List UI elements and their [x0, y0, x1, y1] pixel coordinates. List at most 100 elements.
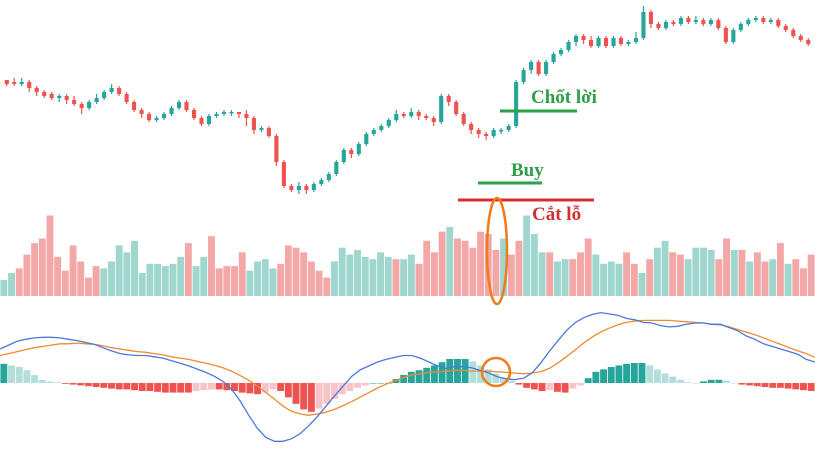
volume-bar: [423, 240, 431, 296]
histogram-bar: [784, 383, 792, 389]
candle-body: [693, 20, 698, 22]
histogram-bar: [584, 378, 592, 383]
candle-body: [79, 104, 84, 108]
histogram-bar: [607, 367, 615, 383]
volume-bar: [384, 256, 392, 296]
candle-body: [169, 108, 174, 114]
candle-body: [109, 88, 114, 92]
histogram-bar: [315, 383, 323, 409]
histogram-bar: [277, 383, 285, 391]
histogram-bar: [215, 383, 223, 390]
volume-bar: [123, 252, 131, 296]
histogram-bar: [123, 383, 131, 390]
volume-bar: [446, 227, 454, 296]
candle-body: [117, 88, 122, 94]
candle-body: [364, 134, 369, 144]
histogram-bar: [492, 373, 500, 383]
candle-body: [439, 96, 444, 122]
candle-body: [349, 150, 354, 154]
candle-body: [184, 102, 189, 110]
candle-body: [244, 114, 249, 118]
histogram-bar: [753, 383, 761, 387]
volume-bar: [161, 266, 169, 296]
histogram-bar: [630, 363, 638, 383]
histogram-bar: [38, 379, 46, 383]
candle-body: [596, 38, 601, 46]
volume-bar: [238, 252, 246, 296]
histogram-bar: [8, 365, 15, 383]
candle-body: [12, 82, 17, 84]
histogram-bar: [161, 383, 169, 393]
volume-bar: [707, 250, 715, 296]
volume-bar: [84, 277, 92, 296]
candle-body: [124, 94, 129, 102]
candle-body: [701, 20, 706, 24]
candle-body: [49, 94, 54, 98]
candle-body: [394, 114, 399, 120]
candle-body: [191, 110, 197, 118]
candle-body: [266, 128, 271, 136]
histogram-bar: [669, 376, 677, 383]
volume-bar: [577, 252, 584, 296]
volume-bar: [108, 261, 115, 296]
volume-bar: [430, 252, 438, 296]
histogram-bar: [723, 380, 731, 383]
volume-bar: [138, 273, 146, 296]
volume-bar: [354, 250, 361, 296]
volume-bar: [69, 245, 77, 296]
candle-body: [57, 96, 62, 98]
histogram-bar: [15, 367, 23, 383]
candle-body: [633, 38, 639, 42]
volume-bar: [807, 254, 815, 296]
histogram-bar: [407, 371, 415, 383]
histogram-bar: [331, 383, 338, 399]
candle-body: [304, 186, 309, 190]
histogram-bar: [500, 377, 508, 383]
volume-bar: [607, 261, 615, 296]
volume-bar: [177, 256, 185, 296]
histogram-bar: [115, 383, 123, 390]
volume-bar: [800, 268, 807, 296]
volume-bar: [769, 259, 777, 296]
histogram-bar: [31, 375, 39, 383]
candle-body: [371, 130, 376, 134]
histogram-bar: [730, 383, 738, 384]
candle-body: [588, 40, 594, 46]
volume-bar: [169, 263, 177, 296]
candle-body: [731, 30, 736, 42]
histogram-bar: [100, 383, 108, 388]
volume-bar: [569, 259, 577, 296]
histogram-bar: [207, 383, 215, 390]
histogram-bar: [54, 382, 62, 383]
volume-bar: [630, 263, 638, 296]
histogram-bar: [131, 383, 138, 391]
candle-body: [806, 40, 811, 44]
volume-bar: [792, 259, 800, 296]
candle-body: [663, 22, 668, 28]
histogram-bar: [300, 383, 308, 410]
histogram-bar: [0, 363, 8, 383]
histogram-bar: [231, 383, 238, 391]
histogram-bar: [776, 383, 784, 388]
histogram-bar: [200, 383, 208, 391]
candle-body: [611, 38, 616, 46]
histogram-bar: [77, 383, 85, 386]
candle-body: [469, 124, 474, 130]
histogram-bar: [84, 383, 92, 387]
volume-bar: [192, 266, 200, 296]
volume-bar: [653, 247, 661, 296]
histogram-bar: [684, 382, 692, 383]
volume-bar: [346, 254, 354, 296]
volume-bar: [15, 268, 23, 296]
candle-body: [64, 96, 69, 100]
volume-bar: [215, 268, 223, 296]
candle-body: [506, 126, 511, 130]
histogram-bar: [23, 370, 31, 383]
candle-body: [319, 180, 324, 184]
histogram-bar: [507, 380, 515, 383]
candle-body: [529, 62, 534, 70]
histogram-bar: [692, 383, 700, 384]
histogram-bar: [438, 362, 446, 383]
volume-bar: [154, 263, 162, 296]
candle-body: [334, 162, 339, 174]
